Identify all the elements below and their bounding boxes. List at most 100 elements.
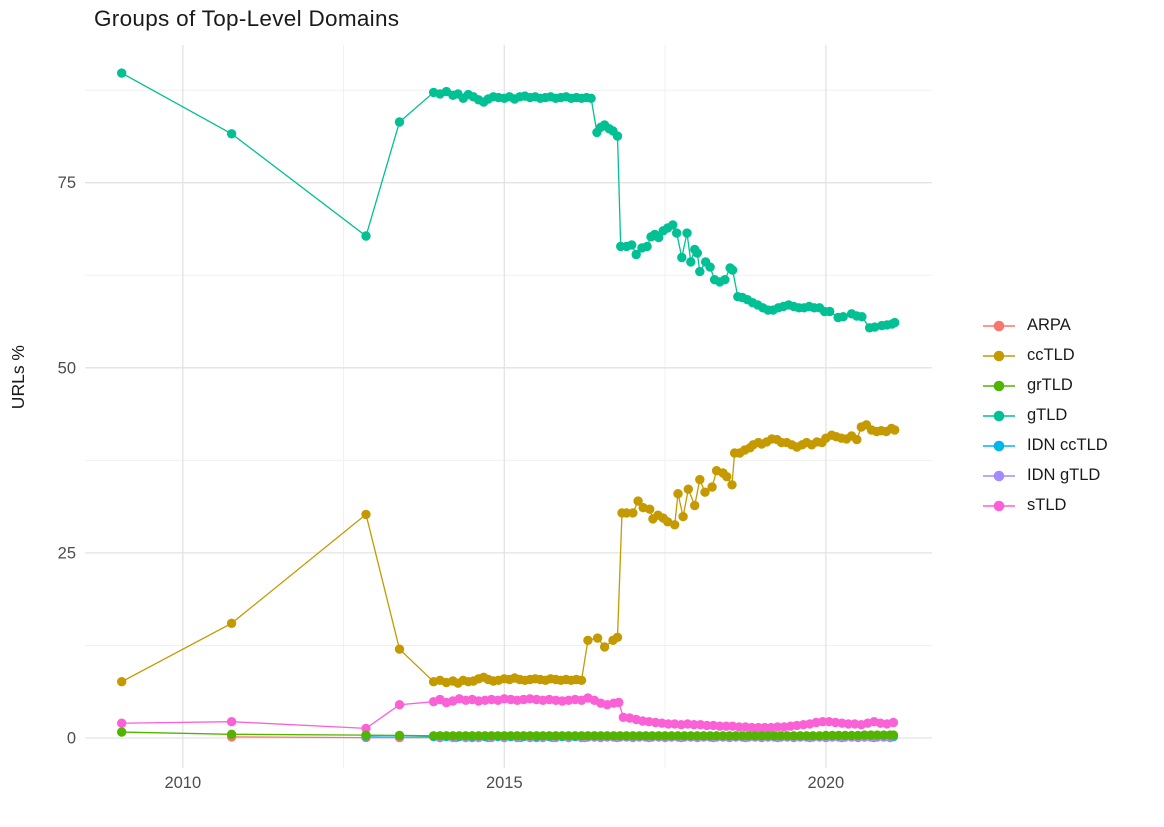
data-point [117, 718, 127, 728]
chart-title: Groups of Top-Level Domains [94, 6, 400, 31]
data-point [838, 312, 848, 322]
data-point [750, 731, 760, 741]
data-point [633, 496, 643, 506]
legend-label: grTLD [1027, 376, 1073, 394]
y-tick-label: 50 [58, 359, 76, 377]
legend: ARPA ccTLD grTLD gTLD IDN ccTLD IDN gTLD sTLD [983, 316, 1108, 515]
data-point [563, 731, 574, 741]
y-axis-title: URLs % [8, 345, 28, 410]
data-point [722, 472, 732, 482]
legend-key-icon [983, 410, 1015, 421]
data-point [677, 252, 687, 263]
series-line [121, 424, 895, 684]
data-point [612, 131, 623, 141]
legend-item-idn-cctld: IDN ccTLD [983, 436, 1108, 455]
data-point [720, 275, 730, 285]
data-point [441, 731, 452, 741]
data-point [747, 722, 757, 733]
legend-item-arpa: ARPA [983, 316, 1108, 335]
data-point [834, 730, 844, 741]
legend-item-stld: sTLD [983, 496, 1108, 515]
data-point [525, 731, 535, 741]
data-point [647, 731, 657, 741]
data-point [499, 731, 509, 741]
y-tick-label: 0 [67, 730, 76, 748]
series-stld [117, 693, 899, 734]
legend-key-icon [983, 470, 1015, 481]
data-point [888, 717, 899, 728]
legend-key-point [993, 410, 1005, 421]
x-tick-label: 2010 [164, 774, 201, 792]
data-point [808, 731, 818, 741]
data-point [825, 306, 835, 317]
data-point [707, 482, 717, 492]
data-point [226, 717, 237, 727]
data-point [614, 697, 624, 708]
data-point [394, 730, 405, 741]
x-tick-label: 2015 [486, 774, 523, 792]
data-point [727, 480, 737, 490]
data-point [678, 511, 688, 522]
legend-label: ARPA [1027, 316, 1071, 334]
x-tick-label: 2020 [808, 774, 845, 792]
data-point [668, 220, 678, 230]
data-point [361, 723, 371, 734]
data-point [890, 425, 900, 435]
data-point [599, 642, 610, 652]
legend-key-point [993, 350, 1005, 361]
series-grtld [117, 727, 899, 741]
data-point [690, 500, 700, 511]
data-point [890, 317, 900, 328]
data-point [544, 731, 554, 741]
data-point [394, 117, 405, 127]
data-point [583, 731, 593, 741]
legend-item-cctld: ccTLD [983, 346, 1108, 365]
data-point [700, 487, 710, 497]
data-point [870, 322, 880, 332]
data-point [631, 249, 641, 260]
legend-key-icon [983, 380, 1015, 391]
legend-label: IDN gTLD [1027, 466, 1101, 484]
data-point [628, 508, 638, 518]
legend-key-icon [983, 350, 1015, 361]
data-point [583, 635, 593, 645]
data-point [117, 727, 127, 737]
data-point [789, 731, 799, 741]
data-point [666, 731, 677, 741]
data-point [592, 633, 603, 643]
data-point [576, 675, 587, 685]
legend-key-icon [983, 320, 1015, 331]
data-point [361, 231, 371, 241]
data-point [682, 228, 692, 238]
legend-key-point [993, 470, 1005, 481]
data-point [394, 644, 405, 654]
data-point [852, 434, 862, 445]
legend-key-point [993, 320, 1005, 331]
data-point [628, 731, 638, 741]
data-point [612, 632, 623, 642]
data-point [888, 730, 899, 740]
data-point [670, 520, 680, 530]
y-tick-label: 75 [58, 174, 76, 192]
series-gtld [117, 68, 900, 333]
data-point [361, 730, 371, 740]
data-point [686, 731, 696, 741]
legend-item-idn-gtld: IDN gTLD [983, 466, 1108, 485]
legend-label: gTLD [1027, 406, 1068, 424]
data-point [695, 474, 705, 485]
data-point [602, 731, 612, 741]
data-point [689, 720, 699, 730]
data-point [226, 729, 237, 739]
legend-label: sTLD [1027, 496, 1067, 514]
series-cctld [117, 420, 900, 688]
series-line [121, 72, 896, 329]
data-point [686, 257, 696, 267]
data-point [654, 232, 664, 243]
data-point [461, 731, 471, 741]
data-point [226, 618, 237, 628]
data-point [117, 68, 127, 78]
data-point [117, 677, 127, 687]
data-point [394, 700, 405, 710]
